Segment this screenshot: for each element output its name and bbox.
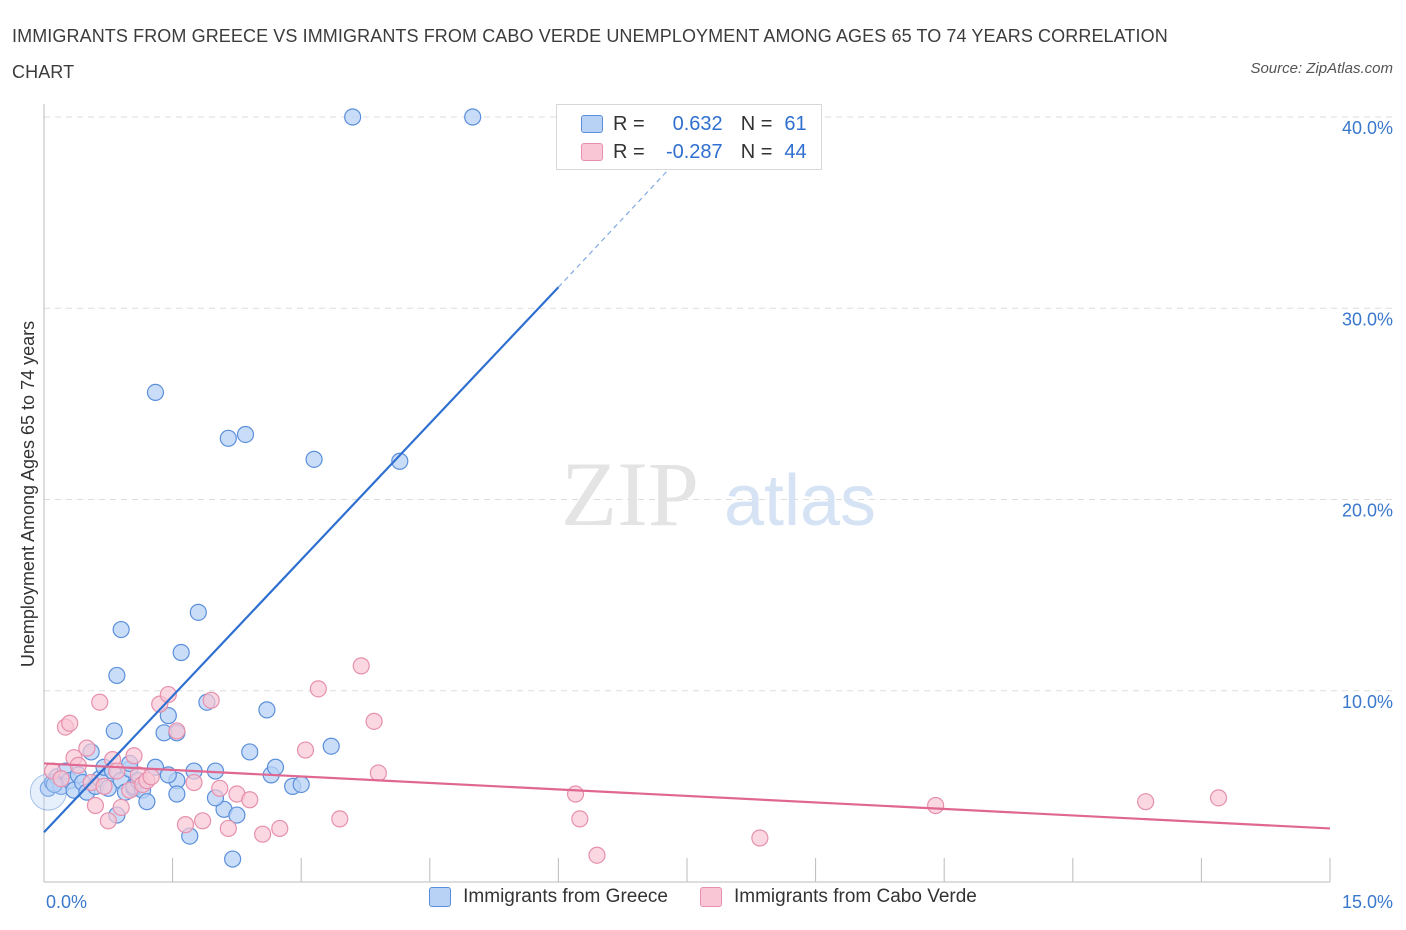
greece-point (219, 429, 237, 447)
greece-point (258, 701, 276, 719)
caboverde-n-value: 44 (784, 140, 807, 163)
caboverde-point (927, 796, 945, 815)
caboverde-point (309, 680, 327, 698)
caboverde-point (219, 819, 237, 838)
n-label: N = (740, 112, 773, 135)
caboverde-point (241, 791, 259, 809)
stats-row-caboverde: R = -0.287 N = 44 (581, 138, 807, 166)
caboverde-r-value: -0.287 (665, 140, 723, 163)
caboverde-point (571, 810, 589, 828)
greece-point (464, 108, 482, 126)
greece-point (266, 758, 285, 776)
greece-point (172, 643, 190, 662)
correlation-stats-box: R = 0.632 N = 61 R = -0.287 N = 44 (556, 104, 822, 170)
greece-point (292, 775, 310, 794)
caboverde-trend-line (43, 762, 1331, 830)
caboverde-point (566, 785, 585, 803)
greece-point (159, 707, 177, 725)
chart-legend: Immigrants from Greece Immigrants from C… (0, 886, 1406, 908)
legend-greece-label: Immigrants from Greece (463, 886, 668, 907)
legend-caboverde-label: Immigrants from Cabo Verde (733, 886, 977, 907)
caboverde-point (52, 770, 70, 788)
legend-item-caboverde[interactable]: Immigrants from Cabo Verde (699, 886, 977, 908)
caboverde-point (99, 812, 117, 830)
caboverde-point (369, 764, 387, 782)
legend-item-greece[interactable]: Immigrants from Greece (429, 886, 668, 908)
legend-greece-swatch (429, 887, 452, 907)
y-axis-label: Unemployment Among Ages 65 to 74 years (18, 321, 38, 667)
caboverde-point (61, 714, 79, 732)
greece-swatch (581, 115, 603, 133)
y-tick-label: 10.0% (1342, 692, 1393, 712)
y-tick-label: 40.0% (1342, 118, 1393, 138)
series-caboverde-points (43, 657, 1228, 864)
caboverde-swatch (581, 143, 603, 161)
caboverde-point (91, 693, 109, 711)
greece-point (236, 425, 255, 444)
greece-point (391, 452, 409, 470)
x-tick-label: 15.0% (1342, 892, 1393, 912)
r-label: R = (613, 112, 645, 135)
caboverde-point (211, 779, 229, 797)
greece-point (189, 603, 207, 621)
greece-point (138, 793, 156, 811)
caboverde-point (751, 829, 769, 847)
caboverde-point (194, 812, 212, 830)
watermark-zip: ZIP (561, 443, 699, 545)
caboverde-point (352, 657, 370, 675)
caboverde-point (365, 712, 383, 730)
caboverde-point (331, 810, 349, 828)
caboverde-point (125, 747, 143, 765)
stats-row-greece: R = 0.632 N = 61 (581, 110, 807, 138)
greece-point (105, 722, 123, 740)
greece-point (146, 383, 165, 401)
greece-point (168, 785, 186, 803)
series-greece-points (29, 108, 482, 868)
legend-caboverde-swatch (699, 887, 722, 907)
caboverde-point (1137, 793, 1155, 811)
watermark-atlas: atlas (724, 461, 876, 541)
greece-point (344, 108, 362, 126)
caboverde-point (86, 796, 105, 815)
r-label: R = (613, 140, 645, 163)
caboverde-point (588, 846, 606, 864)
y-tick-label: 20.0% (1342, 501, 1393, 521)
greece-n-value: 61 (784, 112, 807, 135)
watermark: ZIP atlas (561, 443, 876, 545)
caboverde-point (95, 777, 113, 795)
caboverde-point (108, 762, 126, 780)
greece-point (228, 806, 246, 824)
caboverde-point (78, 739, 96, 757)
caboverde-point (271, 819, 289, 838)
caboverde-point (176, 816, 195, 834)
tick-labels: 10.0% 20.0% 30.0% 40.0% 0.0% 15.0% (46, 118, 1393, 912)
caboverde-point (159, 685, 177, 704)
caboverde-point (202, 691, 220, 709)
greece-point (305, 450, 323, 468)
caboverde-point (168, 722, 186, 740)
axes (43, 104, 1331, 883)
greece-point (322, 737, 340, 755)
greece-r-value: 0.632 (672, 112, 723, 135)
x-tick-label: 0.0% (46, 892, 87, 912)
source-label: Source: ZipAtlas.com (1250, 60, 1393, 77)
caboverde-point (142, 768, 160, 786)
chart-title: IMMIGRANTS FROM GREECE VS IMMIGRANTS FRO… (12, 26, 1168, 82)
y-tick-label: 30.0% (1342, 309, 1393, 329)
greece-trend-line (43, 286, 560, 834)
greece-point (108, 666, 126, 685)
caboverde-point (254, 825, 272, 843)
grid-lines (44, 116, 1392, 692)
greece-point (224, 850, 242, 868)
caboverde-point (112, 798, 130, 817)
caboverde-point (1209, 789, 1228, 807)
greece-point (241, 743, 259, 761)
caboverde-point (185, 773, 203, 792)
caboverde-point (296, 741, 315, 759)
greece-point (112, 620, 130, 639)
n-label: N = (740, 140, 773, 163)
